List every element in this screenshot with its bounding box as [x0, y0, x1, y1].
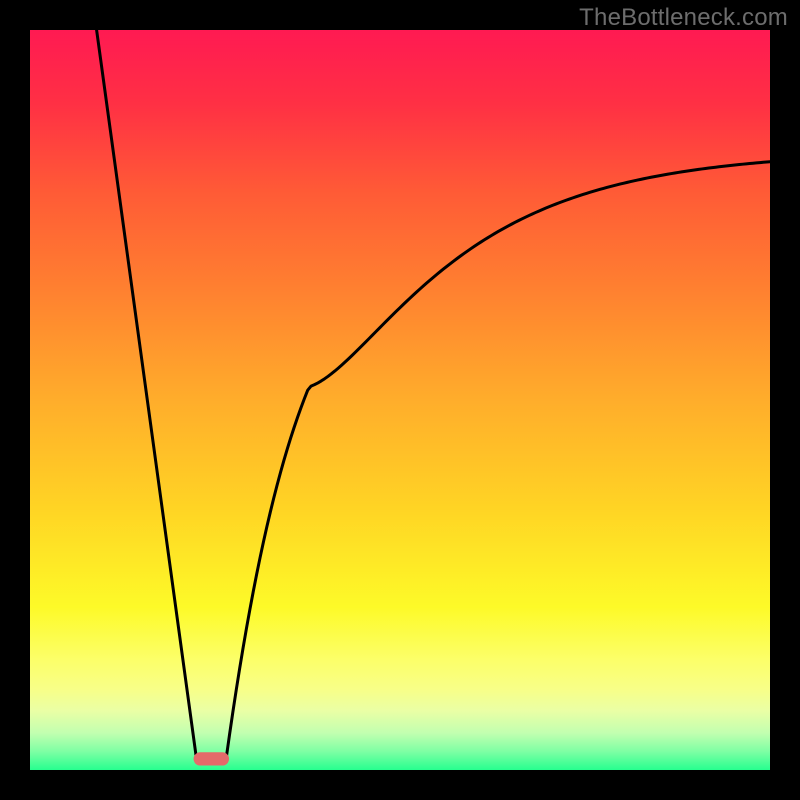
chart-frame: TheBottleneck.com — [0, 0, 800, 800]
chart-background — [30, 30, 770, 770]
chart-plot-area — [30, 30, 770, 770]
bottleneck-chart-svg — [30, 30, 770, 770]
watermark-text: TheBottleneck.com — [579, 4, 788, 32]
optimal-marker — [194, 752, 230, 765]
